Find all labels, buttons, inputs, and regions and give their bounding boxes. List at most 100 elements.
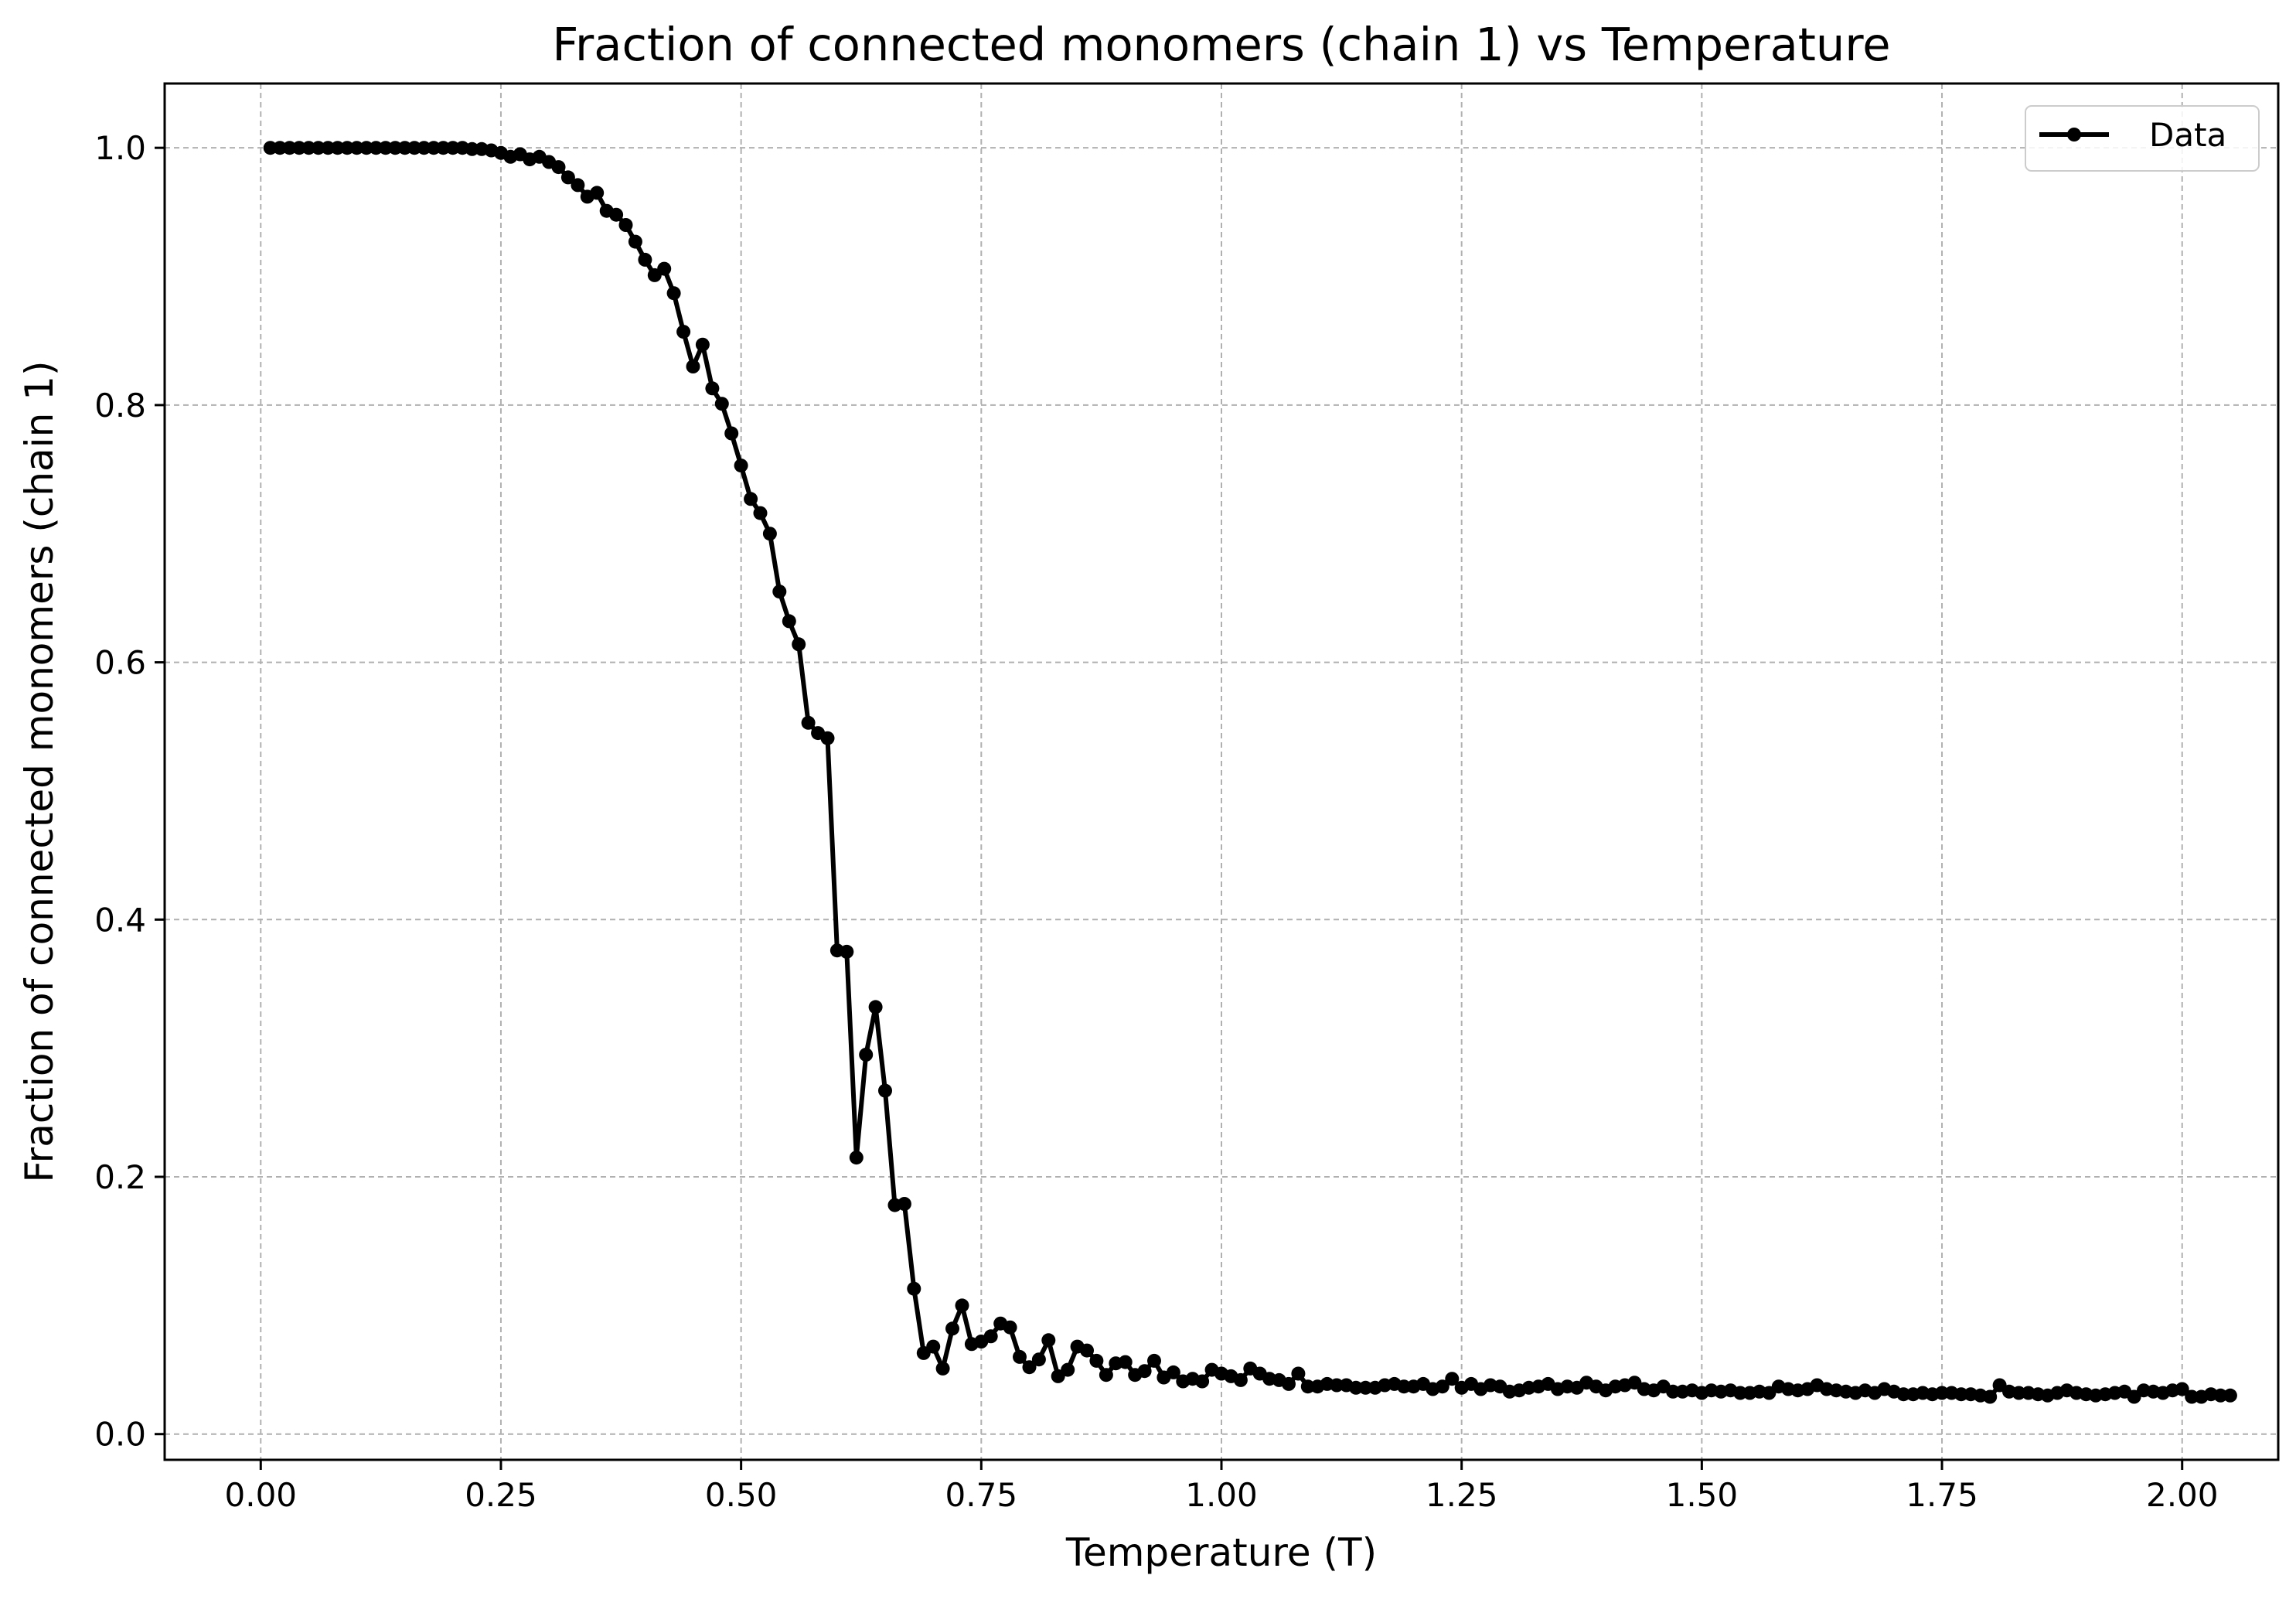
x-tick-label: 1.25	[1426, 1476, 1498, 1514]
data-point	[714, 397, 729, 411]
data-point	[1003, 1320, 1017, 1335]
data-point	[618, 218, 633, 232]
data-point	[1300, 1379, 1315, 1394]
y-tick-label: 0.4	[94, 901, 146, 939]
data-point	[686, 360, 700, 373]
data-point	[926, 1339, 941, 1354]
data-point	[676, 325, 691, 339]
data-point	[1041, 1333, 1056, 1348]
data-point	[1233, 1372, 1248, 1387]
y-tick-label: 1.0	[94, 129, 146, 167]
data-point	[868, 1000, 883, 1014]
data-point	[628, 234, 642, 249]
data-point	[724, 426, 739, 441]
series-group	[263, 141, 2237, 1404]
data-point	[753, 506, 768, 520]
data-point	[1358, 1380, 1373, 1395]
data-point	[378, 141, 393, 155]
data-point	[897, 1197, 911, 1211]
data-point	[638, 252, 652, 267]
data-point	[560, 170, 575, 185]
data-point	[1022, 1360, 1037, 1375]
data-point	[551, 160, 566, 175]
data-point	[263, 141, 278, 155]
data-point	[983, 1329, 998, 1344]
data-point	[1118, 1355, 1133, 1369]
data-point	[666, 286, 681, 301]
data-point	[907, 1281, 921, 1296]
x-tick-label: 1.00	[1185, 1476, 1258, 1514]
data-point	[330, 141, 345, 155]
y-tick-label: 0.8	[94, 387, 146, 424]
data-point	[436, 141, 451, 155]
data-point	[1330, 1378, 1344, 1393]
data-point	[1733, 1386, 1748, 1400]
data-point	[657, 261, 672, 276]
data-point	[1013, 1349, 1027, 1364]
data-point	[1089, 1353, 1104, 1368]
data-point	[1896, 1387, 1911, 1402]
data-point	[1195, 1374, 1210, 1389]
data-point	[1435, 1379, 1449, 1394]
x-tick-label: 1.75	[1906, 1476, 1978, 1514]
data-point	[945, 1321, 959, 1336]
data-point	[1666, 1384, 1681, 1399]
data-point	[1954, 1387, 1968, 1402]
data-point	[782, 614, 796, 629]
data-point	[301, 141, 316, 155]
data-point	[935, 1361, 950, 1376]
data-point	[1445, 1372, 1460, 1386]
data-point	[388, 141, 403, 155]
data-point	[1080, 1343, 1094, 1358]
legend-box	[2025, 105, 2260, 172]
data-point	[820, 731, 835, 745]
data-point	[801, 715, 816, 730]
data-point	[311, 141, 325, 155]
legend-marker-sample	[2067, 128, 2081, 141]
data-point	[1137, 1364, 1152, 1379]
data-point	[1397, 1379, 1412, 1394]
data-point	[292, 141, 306, 155]
x-tick-label: 0.25	[465, 1476, 537, 1514]
data-point	[1099, 1368, 1113, 1383]
grid-lines	[165, 84, 2278, 1460]
axis-ticks: 0.00 0.25 0.50 0.75 1.00 1.25 1.50 1.75 2.00 0.0 0…	[94, 129, 2218, 1514]
data-point	[340, 141, 355, 155]
data-point	[359, 141, 373, 155]
data-point	[840, 944, 854, 959]
data-point	[273, 141, 288, 155]
data-point	[397, 141, 412, 155]
data-point	[878, 1083, 892, 1098]
data-point	[792, 637, 806, 652]
data-point	[762, 527, 777, 541]
data-point	[705, 381, 720, 396]
data-point	[321, 141, 336, 155]
data-point	[427, 141, 441, 155]
plot-area-frame	[163, 82, 2280, 1461]
data-point	[772, 585, 787, 599]
y-axis-label: Fraction of connected monomers (chain 1)	[17, 361, 62, 1183]
data-point	[1349, 1380, 1363, 1395]
data-point	[1166, 1365, 1180, 1379]
data-point	[417, 141, 431, 155]
data-point	[744, 492, 758, 506]
data-point	[609, 207, 624, 222]
data-point	[590, 186, 605, 200]
data-point	[1282, 1376, 1296, 1391]
data-point	[2223, 1388, 2237, 1403]
data-point	[1983, 1389, 1998, 1404]
data-point	[1935, 1386, 1949, 1400]
data-point	[849, 1151, 864, 1165]
legend-label-data: Data	[2149, 116, 2226, 154]
data-point	[734, 459, 748, 473]
data-point	[369, 141, 383, 155]
x-axis-label: Temperature (T)	[1065, 1530, 1377, 1575]
data-point	[407, 141, 422, 155]
legend: Data	[2025, 105, 2260, 172]
data-point	[859, 1048, 874, 1062]
data-point	[1291, 1366, 1306, 1381]
data-point	[1061, 1362, 1075, 1377]
x-tick-label: 0.50	[705, 1476, 778, 1514]
